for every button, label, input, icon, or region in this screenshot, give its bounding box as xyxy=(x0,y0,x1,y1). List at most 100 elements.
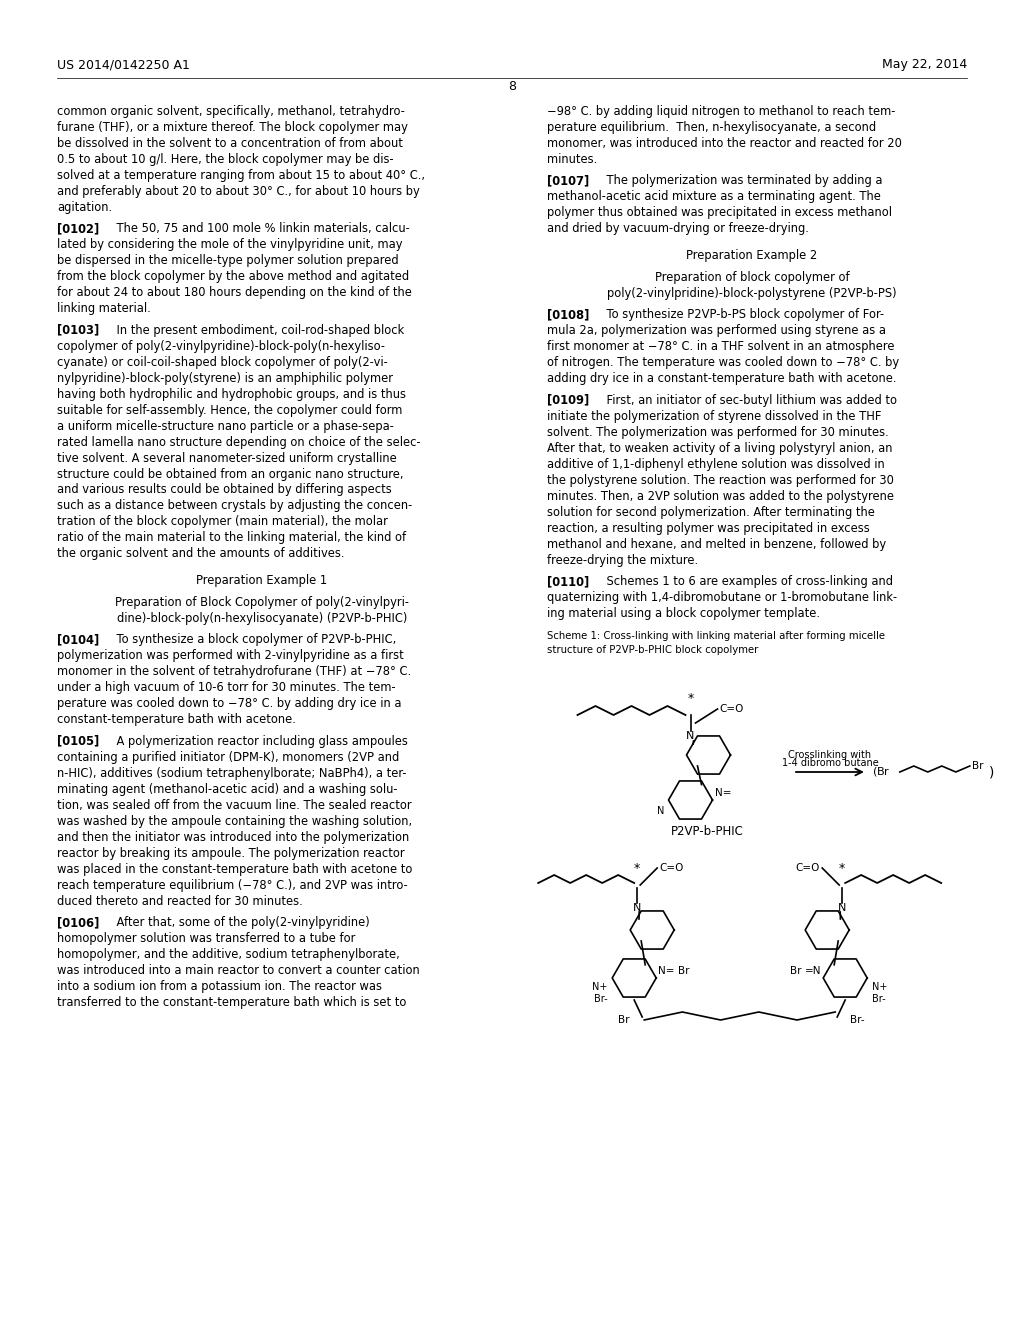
Text: N: N xyxy=(657,807,665,816)
Text: cyanate) or coil-coil-shaped block copolymer of poly(2-vi-: cyanate) or coil-coil-shaped block copol… xyxy=(57,355,388,368)
Text: Preparation of Block Copolymer of poly(2-vinylpyri-: Preparation of Block Copolymer of poly(2… xyxy=(115,595,409,609)
Text: 8: 8 xyxy=(508,81,516,92)
Text: [0107]: [0107] xyxy=(547,174,589,187)
Text: [0110]: [0110] xyxy=(547,576,589,589)
Text: [0104]: [0104] xyxy=(57,634,99,647)
Text: May 22, 2014: May 22, 2014 xyxy=(882,58,967,71)
Text: nylpyridine)-block-poly(styrene) is an amphiphilic polymer: nylpyridine)-block-poly(styrene) is an a… xyxy=(57,372,393,384)
Text: C=O: C=O xyxy=(796,863,820,873)
Text: Br-: Br- xyxy=(594,994,607,1003)
Text: *: * xyxy=(634,862,640,875)
Text: US 2014/0142250 A1: US 2014/0142250 A1 xyxy=(57,58,189,71)
Text: was washed by the ampoule containing the washing solution,: was washed by the ampoule containing the… xyxy=(57,814,412,828)
Text: Preparation Example 2: Preparation Example 2 xyxy=(686,249,817,263)
Text: ing material using a block copolymer template.: ing material using a block copolymer tem… xyxy=(547,607,820,620)
Text: polymerization was performed with 2-vinylpyridine as a first: polymerization was performed with 2-viny… xyxy=(57,649,403,663)
Text: and then the initiator was introduced into the polymerization: and then the initiator was introduced in… xyxy=(57,830,410,843)
Text: quaternizing with 1,4-dibromobutane or 1-bromobutane link-: quaternizing with 1,4-dibromobutane or 1… xyxy=(547,591,897,605)
Text: and various results could be obtained by differing aspects: and various results could be obtained by… xyxy=(57,483,392,496)
Text: minutes. Then, a 2VP solution was added to the polystyrene: minutes. Then, a 2VP solution was added … xyxy=(547,490,894,503)
Text: $\mathsf{)}$: $\mathsf{)}$ xyxy=(988,764,994,780)
Text: tration of the block copolymer (main material), the molar: tration of the block copolymer (main mat… xyxy=(57,515,388,528)
Text: ratio of the main material to the linking material, the kind of: ratio of the main material to the linkin… xyxy=(57,532,407,544)
Text: be dissolved in the solvent to a concentration of from about: be dissolved in the solvent to a concent… xyxy=(57,137,402,150)
Text: having both hydrophilic and hydrophobic groups, and is thus: having both hydrophilic and hydrophobic … xyxy=(57,388,406,401)
Text: homopolymer solution was transferred to a tube for: homopolymer solution was transferred to … xyxy=(57,932,355,945)
Text: Schemes 1 to 6 are examples of cross-linking and: Schemes 1 to 6 are examples of cross-lin… xyxy=(592,576,893,589)
Text: a uniform micelle-structure nano particle or a phase-sepa-: a uniform micelle-structure nano particl… xyxy=(57,420,394,433)
Text: $\mathsf{(}$Br: $\mathsf{(}$Br xyxy=(871,764,891,777)
Text: furane (THF), or a mixture thereof. The block copolymer may: furane (THF), or a mixture thereof. The … xyxy=(57,121,408,133)
Text: lated by considering the mole of the vinylpyridine unit, may: lated by considering the mole of the vin… xyxy=(57,239,402,251)
Text: linking material.: linking material. xyxy=(57,302,151,315)
Text: Preparation of block copolymer of: Preparation of block copolymer of xyxy=(654,271,849,284)
Text: dine)-block-poly(n-hexylisocyanate) (P2VP-b-PHIC): dine)-block-poly(n-hexylisocyanate) (P2V… xyxy=(117,612,408,624)
Text: of nitrogen. The temperature was cooled down to −78° C. by: of nitrogen. The temperature was cooled … xyxy=(547,356,899,370)
Text: A polymerization reactor including glass ampoules: A polymerization reactor including glass… xyxy=(102,735,408,748)
Text: the polystyrene solution. The reaction was performed for 30: the polystyrene solution. The reaction w… xyxy=(547,474,894,487)
Text: freeze-drying the mixture.: freeze-drying the mixture. xyxy=(547,553,698,566)
Text: solution for second polymerization. After terminating the: solution for second polymerization. Afte… xyxy=(547,506,874,519)
Text: containing a purified initiator (DPM-K), monomers (2VP and: containing a purified initiator (DPM-K),… xyxy=(57,751,399,764)
Text: [0106]: [0106] xyxy=(57,916,99,929)
Text: tive solvent. A several nanometer-sized uniform crystalline: tive solvent. A several nanometer-sized … xyxy=(57,451,396,465)
Text: and preferably about 20 to about 30° C., for about 10 hours by: and preferably about 20 to about 30° C.,… xyxy=(57,185,420,198)
Text: *: * xyxy=(839,862,846,875)
Text: additive of 1,1-diphenyl ethylene solution was dissolved in: additive of 1,1-diphenyl ethylene soluti… xyxy=(547,458,885,471)
Text: First, an initiator of sec-butyl lithium was added to: First, an initiator of sec-butyl lithium… xyxy=(592,393,897,407)
Text: After that, to weaken activity of a living polystyryl anion, an: After that, to weaken activity of a livi… xyxy=(547,442,893,455)
Text: [0103]: [0103] xyxy=(57,323,99,337)
Text: C=O: C=O xyxy=(659,863,684,873)
Text: adding dry ice in a constant-temperature bath with acetone.: adding dry ice in a constant-temperature… xyxy=(547,372,896,385)
Text: N=: N= xyxy=(715,788,731,799)
Text: N+: N+ xyxy=(592,982,607,991)
Text: first monomer at −78° C. in a THF solvent in an atmosphere: first monomer at −78° C. in a THF solven… xyxy=(547,341,895,354)
Text: N=: N= xyxy=(658,966,675,977)
Text: The 50, 75 and 100 mole % linkin materials, calcu-: The 50, 75 and 100 mole % linkin materia… xyxy=(102,222,410,235)
Text: structure could be obtained from an organic nano structure,: structure could be obtained from an orga… xyxy=(57,467,403,480)
Text: rated lamella nano structure depending on choice of the selec-: rated lamella nano structure depending o… xyxy=(57,436,421,449)
Text: reaction, a resulting polymer was precipitated in excess: reaction, a resulting polymer was precip… xyxy=(547,521,869,535)
Text: reach temperature equilibrium (−78° C.), and 2VP was intro-: reach temperature equilibrium (−78° C.),… xyxy=(57,879,408,891)
Text: Br: Br xyxy=(972,762,983,771)
Text: the organic solvent and the amounts of additives.: the organic solvent and the amounts of a… xyxy=(57,548,344,561)
Text: solved at a temperature ranging from about 15 to about 40° C.,: solved at a temperature ranging from abo… xyxy=(57,169,425,182)
Text: =N: =N xyxy=(805,966,821,977)
Text: solvent. The polymerization was performed for 30 minutes.: solvent. The polymerization was performe… xyxy=(547,426,889,438)
Text: common organic solvent, specifically, methanol, tetrahydro-: common organic solvent, specifically, me… xyxy=(57,106,404,117)
Text: [0102]: [0102] xyxy=(57,222,99,235)
Text: perature equilibrium.  Then, n-hexylisocyanate, a second: perature equilibrium. Then, n-hexylisocy… xyxy=(547,121,877,133)
Text: such as a distance between crystals by adjusting the concen-: such as a distance between crystals by a… xyxy=(57,499,413,512)
Text: The polymerization was terminated by adding a: The polymerization was terminated by add… xyxy=(592,174,883,187)
Text: copolymer of poly(2-vinylpyridine)-block-poly(n-hexyliso-: copolymer of poly(2-vinylpyridine)-block… xyxy=(57,339,385,352)
Text: minating agent (methanol-acetic acid) and a washing solu-: minating agent (methanol-acetic acid) an… xyxy=(57,783,397,796)
Text: poly(2-vinylpridine)-block-polystyrene (P2VP-b-PS): poly(2-vinylpridine)-block-polystyrene (… xyxy=(607,286,897,300)
Text: reactor by breaking its ampoule. The polymerization reactor: reactor by breaking its ampoule. The pol… xyxy=(57,846,404,859)
Text: and dried by vacuum-drying or freeze-drying.: and dried by vacuum-drying or freeze-dry… xyxy=(547,222,809,235)
Text: be dispersed in the micelle-type polymer solution prepared: be dispersed in the micelle-type polymer… xyxy=(57,255,398,268)
Text: Scheme 1: Cross-linking with linking material after forming micelle: Scheme 1: Cross-linking with linking mat… xyxy=(547,631,885,640)
Text: monomer, was introduced into the reactor and reacted for 20: monomer, was introduced into the reactor… xyxy=(547,137,902,150)
Text: [0108]: [0108] xyxy=(547,309,590,322)
Text: [0109]: [0109] xyxy=(547,393,589,407)
Text: was introduced into a main reactor to convert a counter cation: was introduced into a main reactor to co… xyxy=(57,964,420,977)
Text: was placed in the constant-temperature bath with acetone to: was placed in the constant-temperature b… xyxy=(57,863,413,875)
Text: constant-temperature bath with acetone.: constant-temperature bath with acetone. xyxy=(57,713,296,726)
Text: To synthesize a block copolymer of P2VP-b-PHIC,: To synthesize a block copolymer of P2VP-… xyxy=(102,634,396,647)
Text: Br: Br xyxy=(617,1015,629,1026)
Text: homopolymer, and the additive, sodium tetraphenylborate,: homopolymer, and the additive, sodium te… xyxy=(57,948,399,961)
Text: To synthesize P2VP-b-PS block copolymer of For-: To synthesize P2VP-b-PS block copolymer … xyxy=(592,309,885,322)
Text: Crosslinking with: Crosslinking with xyxy=(788,750,871,760)
Text: n-HIC), additives (sodium tetraphenylborate; NaBPh4), a ter-: n-HIC), additives (sodium tetraphenylbor… xyxy=(57,767,407,780)
Text: tion, was sealed off from the vacuum line. The sealed reactor: tion, was sealed off from the vacuum lin… xyxy=(57,799,412,812)
Text: structure of P2VP-b-PHIC block copolymer: structure of P2VP-b-PHIC block copolymer xyxy=(547,645,758,655)
Text: 1-4 dibromo butane: 1-4 dibromo butane xyxy=(781,758,879,768)
Text: Preparation Example 1: Preparation Example 1 xyxy=(197,574,328,587)
Text: *: * xyxy=(687,692,693,705)
Text: N+: N+ xyxy=(872,982,888,991)
Text: perature was cooled down to −78° C. by adding dry ice in a: perature was cooled down to −78° C. by a… xyxy=(57,697,401,710)
Text: transferred to the constant-temperature bath which is set to: transferred to the constant-temperature … xyxy=(57,997,407,1008)
Text: 0.5 to about 10 g/l. Here, the block copolymer may be dis-: 0.5 to about 10 g/l. Here, the block cop… xyxy=(57,153,393,166)
Text: [0105]: [0105] xyxy=(57,735,99,748)
Text: initiate the polymerization of styrene dissolved in the THF: initiate the polymerization of styrene d… xyxy=(547,411,882,422)
